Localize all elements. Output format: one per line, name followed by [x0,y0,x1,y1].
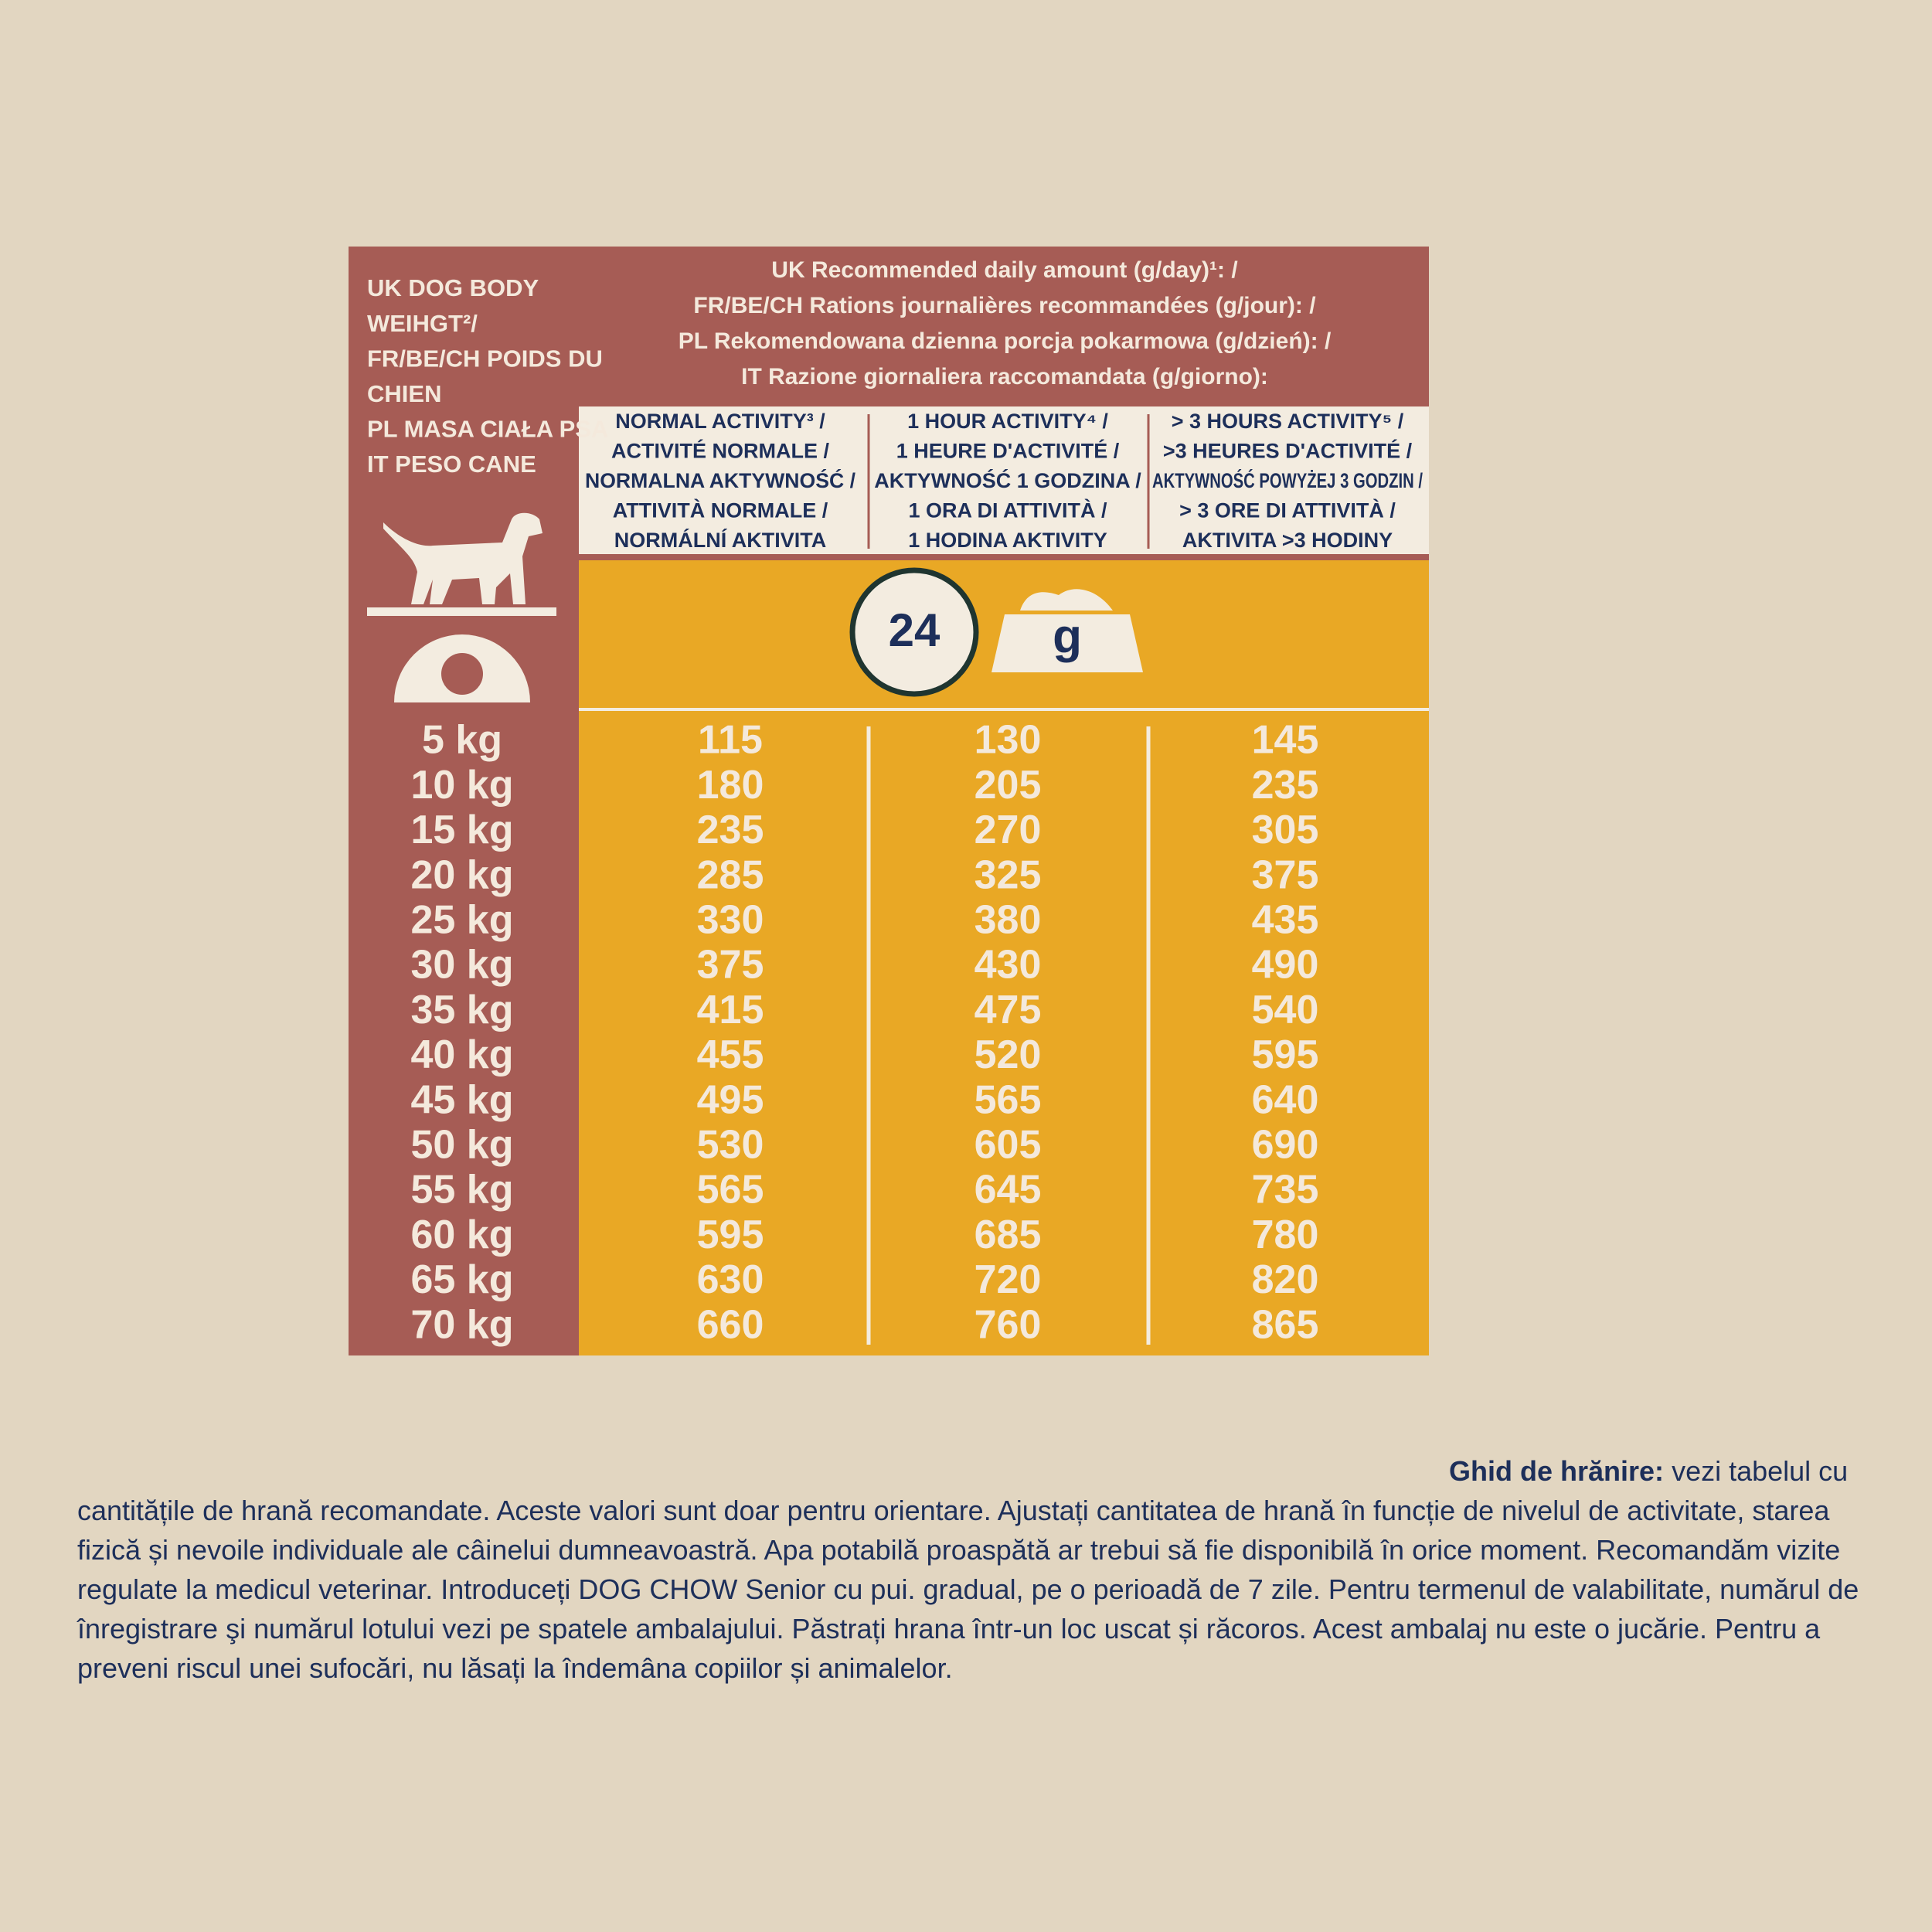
amount-cell: 375 [697,943,764,988]
weight-header: FR/BE/CH POIDS DU [367,345,603,372]
amount-cell: 565 [697,1168,764,1213]
weight-cell: 55 kg [411,1168,514,1213]
column-header: NORMAL ACTIVITY³ / [615,410,825,433]
scale-plank [367,607,556,616]
amount-cell: 605 [975,1123,1042,1168]
weight-cell: 65 kg [411,1257,514,1302]
footer-text: Ghid de hrănire: vezi tabelul cu cantită… [77,1451,1862,1688]
amount-cell: 645 [975,1168,1042,1213]
weight-cell: 5 kg [422,718,502,763]
amount-cell: 375 [1252,852,1319,897]
amount-cell: 305 [1252,808,1319,852]
amount-cell: 145 [1252,718,1319,763]
column-header: NORMALNA AKTYWNOŚĆ / [585,468,855,492]
clock-icon [849,567,979,697]
amount-header: UK Recommended daily amount (g/day)¹: / [771,257,1238,283]
clock-label: 24 [889,604,940,656]
amount-cell: 475 [975,988,1042,1032]
column-header: NORMÁLNÍ AKTIVITA [614,528,826,552]
column-header: 1 HODINA AKTIVITY [908,529,1107,552]
amount-cell: 520 [975,1032,1042,1077]
weight-cell: 10 kg [411,763,514,808]
amount-cell: 130 [975,718,1042,763]
weight-cell: 30 kg [411,943,514,988]
amount-cell: 330 [697,898,764,943]
weight-cell: 25 kg [411,898,514,943]
amount-cell: 640 [1252,1077,1319,1122]
yellow-area [579,560,1429,1355]
amount-cell: 180 [697,763,764,808]
column-header-bg [579,406,1429,554]
weight-cell: 60 kg [411,1213,514,1257]
column-header: 1 HOUR ACTIVITY⁴ / [907,410,1108,433]
amount-cell: 660 [697,1302,764,1347]
amount-cell: 720 [975,1257,1042,1302]
amount-cell: 415 [697,988,764,1032]
amount-cell: 285 [697,852,764,897]
weight-header: UK DOG BODY [367,274,539,301]
weight-header: CHIEN [367,380,441,407]
column-header: >3 HEURES D'ACTIVITÉ / [1163,439,1413,463]
bowl-label: g [1053,610,1082,663]
weight-header: IT PESO CANE [367,451,536,478]
amount-cell: 270 [975,808,1042,852]
amount-cell: 685 [975,1213,1042,1257]
amount-cell: 595 [697,1213,764,1257]
column-header: AKTIVITA >3 HODINY [1182,529,1393,552]
amount-cell: 490 [1252,943,1319,988]
weight-cell: 20 kg [411,852,514,897]
amount-cell: 630 [697,1257,764,1302]
amount-cell: 115 [698,718,763,763]
amount-cell: 780 [1252,1213,1319,1257]
dog-icon [383,512,543,604]
column-header: 1 ORA DI ATTIVITÀ / [908,498,1107,522]
amount-cell: 540 [1252,988,1319,1032]
weight-cell: 40 kg [411,1032,514,1077]
column-header: ATTIVITÀ NORMALE / [613,498,828,522]
scale-dot [441,653,483,695]
bowl-food [1020,589,1113,611]
amount-cell: 435 [1252,898,1319,943]
amount-cell: 735 [1252,1168,1319,1213]
amount-header: PL Rekomendowana dzienna porcja pokarmow… [679,328,1332,354]
amount-cell: 760 [975,1302,1042,1347]
amount-cell: 820 [1252,1257,1319,1302]
amount-header: FR/BE/CH Rations journalières recommandé… [693,293,1316,318]
amount-cell: 495 [697,1077,764,1122]
amount-header: IT Razione giornaliera raccomandata (g/g… [741,364,1268,389]
amount-cell: 690 [1252,1123,1319,1168]
weight-header: PL MASA CIAŁA PSA [367,416,608,443]
column-header: 1 HEURE D'ACTIVITÉ / [896,439,1120,463]
weight-header: WEIHGT²/ [367,310,478,337]
footer-body: vezi tabelul cu cantitățile de hrană rec… [77,1455,1859,1684]
amount-cell: 325 [975,852,1042,897]
amount-cell: 430 [975,943,1042,988]
amount-cell: 235 [1252,763,1319,808]
weight-cell: 70 kg [411,1302,514,1347]
column-header: > 3 ORE DI ATTIVITÀ / [1179,498,1396,522]
column-header: ACTIVITÉ NORMALE / [611,439,829,463]
bowl-icon [992,614,1143,672]
column-header: > 3 HOURS ACTIVITY⁵ / [1172,410,1404,433]
footer-title: Ghid de hrănire: [1449,1455,1665,1487]
amount-cell: 530 [697,1123,764,1168]
column-header: AKTYWNOŚĆ 1 GODZINA / [874,468,1141,492]
weight-cell: 35 kg [411,988,514,1032]
weight-cell: 50 kg [411,1123,514,1168]
amount-cell: 205 [975,763,1042,808]
amount-cell: 865 [1252,1302,1319,1347]
amount-cell: 380 [975,898,1042,943]
column-header: AKTYWNOŚĆ POWYŻEJ 3 GODZIN / [1152,468,1423,492]
amount-cell: 565 [975,1077,1042,1122]
amount-cell: 595 [1252,1032,1319,1077]
amount-cell: 455 [697,1032,764,1077]
amount-cell: 235 [697,808,764,852]
weight-cell: 15 kg [411,808,514,852]
weight-cell: 45 kg [411,1077,514,1122]
